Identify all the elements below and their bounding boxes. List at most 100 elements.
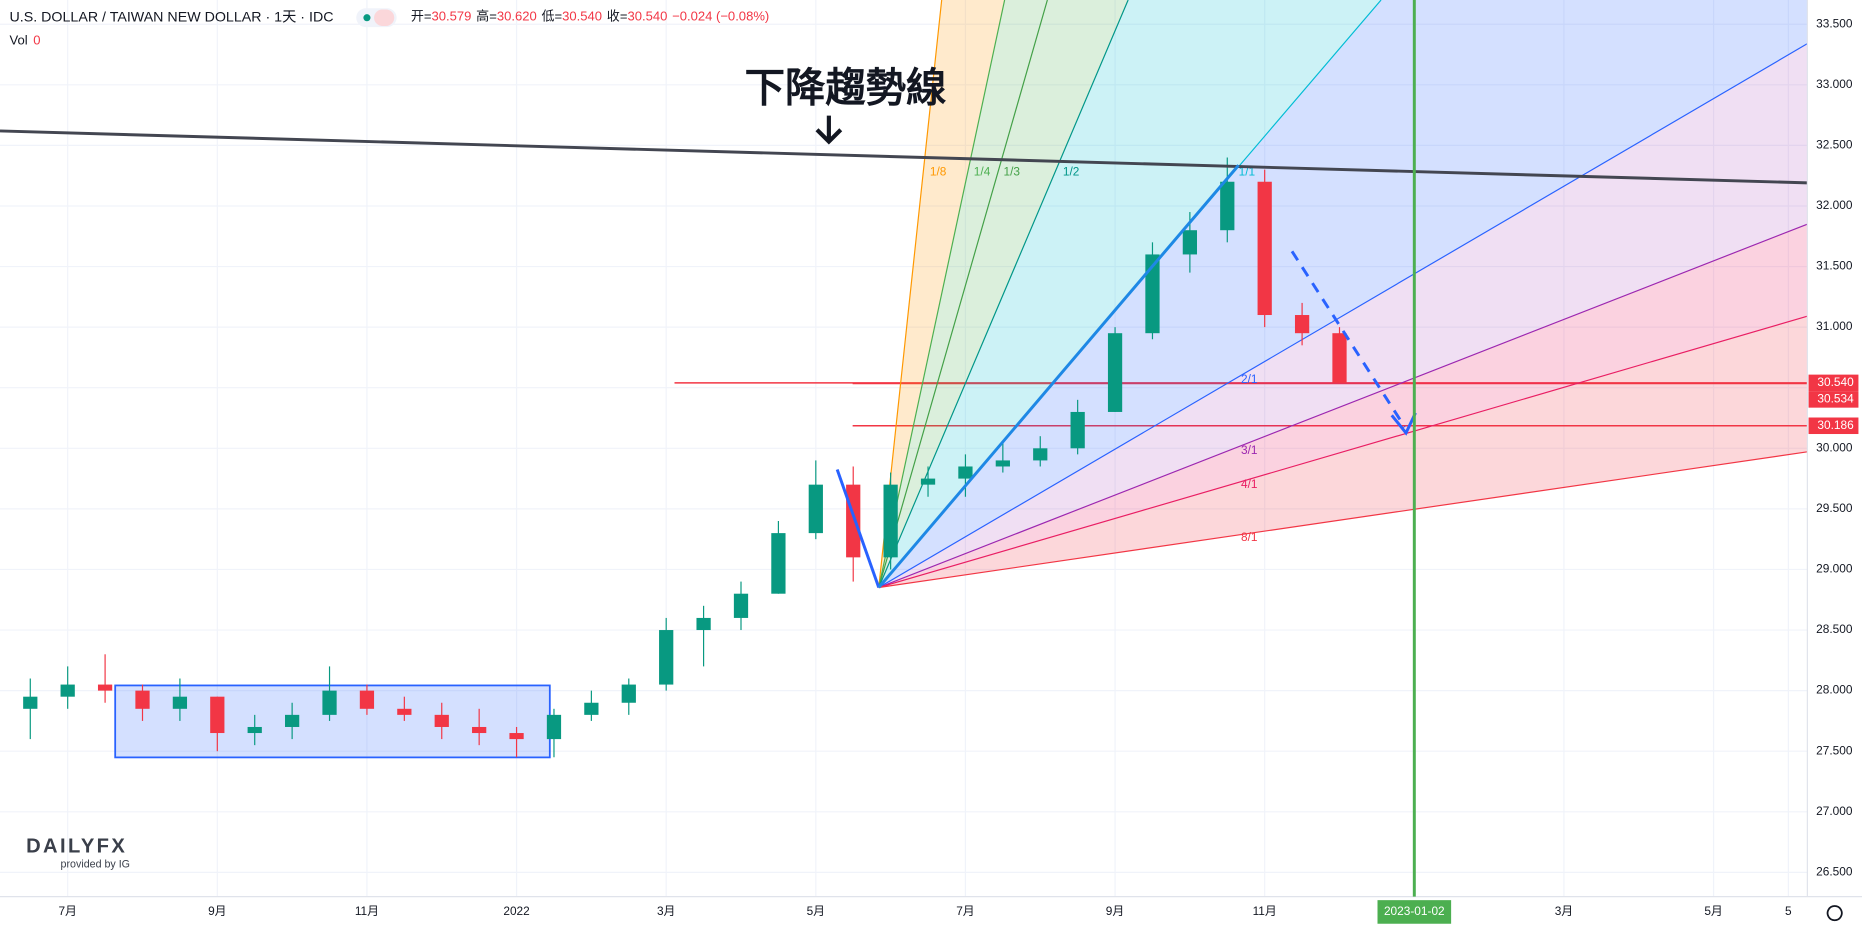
y-tick-label: 26.500 xyxy=(1816,865,1853,879)
fan-zone xyxy=(878,0,1808,588)
forecast-arrow xyxy=(1290,250,1407,428)
candle-body xyxy=(23,696,38,709)
fan-label: 8/1 xyxy=(1241,530,1258,544)
fan-label: 4/1 xyxy=(1241,477,1258,491)
candle-body xyxy=(1145,254,1160,334)
candle-body xyxy=(808,484,823,534)
candle-body xyxy=(1220,181,1235,231)
price-label: 30.186 xyxy=(1817,418,1854,432)
price-label-bg xyxy=(1808,374,1859,392)
fan-label: 3/1 xyxy=(1241,443,1258,457)
annotation: 下降趨勢線 xyxy=(745,66,947,111)
y-tick-label: 30.000 xyxy=(1816,440,1853,454)
candle-body xyxy=(60,684,75,697)
ohlc-label: 收= xyxy=(607,9,628,24)
candles xyxy=(23,157,1347,758)
candle-body xyxy=(135,690,150,709)
ohlc-value: 30.540 xyxy=(562,9,602,24)
ohlc: 开=30.579 高=30.620 低=30.540 收=30.540 −0.024 (… xyxy=(411,9,769,24)
ohlc-label: 开= xyxy=(411,9,432,24)
price-label-bg xyxy=(1808,417,1859,435)
price-label-bg xyxy=(1808,391,1859,408)
fan-ray xyxy=(878,0,1129,588)
logo-tagline: provided by IG xyxy=(61,859,130,871)
candle-body xyxy=(771,533,786,594)
arrow-head xyxy=(1390,412,1417,436)
trend-line xyxy=(0,129,1808,185)
status-icon xyxy=(374,9,395,26)
fan-ray xyxy=(878,315,1808,589)
ohlc-value: 30.579 xyxy=(432,9,472,24)
axes: 26.500 27.000 27.500 28.000 28.500 29.000 29.5… xyxy=(58,0,1859,924)
y-tick-label: 33.500 xyxy=(1816,16,1853,30)
fan-label: 1/2 xyxy=(1063,164,1080,178)
x-tick-label: 3月 xyxy=(1555,904,1573,918)
x-tick-label: 2023-01-02 xyxy=(1384,904,1445,918)
y-tick-label: 29.000 xyxy=(1816,562,1853,576)
candle-body xyxy=(1033,448,1048,461)
fan-ray xyxy=(878,43,1808,589)
y-tick-label: 31.500 xyxy=(1816,259,1853,273)
fan-ray xyxy=(878,0,1048,588)
ohlc-value: 30.540 xyxy=(627,9,667,24)
wave-line xyxy=(877,164,1240,589)
y-tick-label: 31.000 xyxy=(1816,319,1853,333)
vol-label: Vol xyxy=(10,33,28,48)
ohlc-label: 高= xyxy=(476,9,497,24)
fan-label: 1/3 xyxy=(1003,164,1020,178)
candle-body xyxy=(1107,333,1123,412)
fan-ray xyxy=(878,0,1006,588)
y-tick-label: 28.000 xyxy=(1816,683,1853,697)
candle-body xyxy=(696,617,711,631)
candle-body xyxy=(846,484,861,558)
settings-icon[interactable] xyxy=(1826,905,1843,922)
candle-body xyxy=(210,696,225,734)
x-tick-label: 11月 xyxy=(1253,904,1277,918)
fan-label: 1/8 xyxy=(930,164,947,178)
highlight-label-bg xyxy=(1377,900,1452,924)
y-tick-label: 33.000 xyxy=(1816,77,1853,91)
candle-body xyxy=(397,708,412,715)
candle-body xyxy=(359,690,375,709)
x-tick-label: 9月 xyxy=(1106,904,1124,918)
x-tick-label: 5月 xyxy=(1704,904,1722,918)
x-tick-label: 11月 xyxy=(355,904,379,918)
fan-ray xyxy=(878,451,1808,589)
candle-body xyxy=(285,714,300,727)
gann-fan: 1/8 1/4 1/3 1/2 1/12/13/14/18/1 xyxy=(878,0,1808,589)
x-tick-label: 9月 xyxy=(208,904,226,918)
candle-body xyxy=(172,696,188,709)
fan-label: 2/1 xyxy=(1241,372,1258,386)
x-tick-label: 7月 xyxy=(58,904,76,918)
candle-body xyxy=(1257,181,1272,316)
grid xyxy=(0,0,1808,897)
x-tick-label: 3月 xyxy=(657,904,675,918)
y-tick-label: 32.500 xyxy=(1816,138,1853,152)
candle-body xyxy=(883,484,898,558)
ohlc-change: −0.024 (−0.08%) xyxy=(672,9,769,24)
wave-line xyxy=(835,469,881,589)
candle-body xyxy=(1294,315,1310,334)
x-tick-label: 5 xyxy=(1785,904,1792,918)
candle-body xyxy=(958,466,973,479)
ohlc-label: 低= xyxy=(541,9,562,24)
status-dot xyxy=(363,14,371,22)
price-label: 30.540 xyxy=(1817,375,1854,389)
candle-body xyxy=(733,593,749,618)
candle-body xyxy=(472,726,487,734)
price-label: 30.534 xyxy=(1817,392,1854,406)
symbol-title: U.S. DOLLAR / TAIWAN NEW DOLLAR · 1天 · I… xyxy=(10,9,334,25)
candle-body xyxy=(1070,411,1085,449)
fan-ray xyxy=(878,223,1808,589)
y-tick-label: 27.500 xyxy=(1816,743,1853,757)
y-tick-label: 32.000 xyxy=(1816,198,1853,212)
candle-body xyxy=(434,714,449,727)
candle-body xyxy=(995,460,1010,467)
candle-body xyxy=(97,684,113,691)
candle-body xyxy=(1182,230,1197,255)
annotation-arrow xyxy=(815,115,843,145)
y-tick-label: 28.500 xyxy=(1816,622,1853,636)
fan-label: 1/4 xyxy=(974,164,991,178)
